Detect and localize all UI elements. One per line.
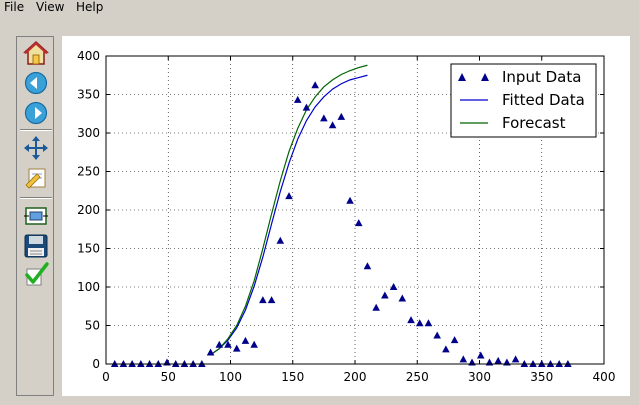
input-data-point xyxy=(267,296,276,304)
apply-button[interactable] xyxy=(23,261,49,287)
input-data-point xyxy=(407,316,415,324)
x-tick-label: 200 xyxy=(344,370,367,384)
apply-icon xyxy=(25,262,49,286)
back-button[interactable] xyxy=(23,70,49,96)
input-data-point xyxy=(206,348,215,356)
menu-file[interactable]: File xyxy=(4,0,25,14)
y-tick-label: 200 xyxy=(77,203,100,217)
figure-canvas: 0 50 100 150 200 250 300 350 400 0 50 100 150 200 250… xyxy=(62,36,630,396)
input-data-point xyxy=(259,296,267,304)
x-tick-label: 400 xyxy=(593,370,616,384)
input-data-point xyxy=(293,95,302,103)
navigation-toolbar xyxy=(16,36,54,396)
input-data-point xyxy=(337,112,346,120)
y-tick-label: 100 xyxy=(77,280,100,294)
home-icon xyxy=(23,40,49,65)
input-data-point xyxy=(389,283,398,290)
input-data-point xyxy=(398,294,407,302)
legend-fitted-label: Fitted Data xyxy=(502,91,585,109)
y-tick-label: 400 xyxy=(77,49,100,63)
x-axis-ticks: 0 50 100 150 200 250 300 350 400 xyxy=(102,56,615,384)
menu-view[interactable]: View xyxy=(36,0,65,14)
input-data-point xyxy=(372,303,380,311)
input-data-point xyxy=(346,196,354,204)
input-data-point xyxy=(232,344,241,352)
input-data-point xyxy=(320,114,328,122)
input-data-point xyxy=(276,236,285,244)
x-tick-label: 350 xyxy=(530,370,553,384)
input-data-point xyxy=(476,351,485,359)
toolbar-separator xyxy=(20,129,52,131)
input-data-point xyxy=(363,262,372,270)
home-button[interactable] xyxy=(23,40,49,66)
input-data-point xyxy=(424,319,433,327)
input-data-point xyxy=(328,121,337,129)
axes-frame xyxy=(105,55,605,365)
y-tick-label: 250 xyxy=(77,165,100,179)
save-button[interactable] xyxy=(23,233,49,259)
x-tick-label: 0 xyxy=(102,370,110,384)
y-tick-label: 0 xyxy=(92,357,100,371)
pan-button[interactable] xyxy=(23,135,49,161)
input-data-point xyxy=(433,331,441,339)
input-data-point xyxy=(215,340,224,348)
legend: Input Data Fitted Data Forecast xyxy=(450,63,597,138)
toolbar-separator xyxy=(20,197,52,199)
input-data-point xyxy=(442,345,450,353)
menu-bar: File View Help xyxy=(0,0,639,16)
back-icon xyxy=(24,71,48,95)
input-data-point xyxy=(285,192,293,200)
input-data-point xyxy=(459,355,468,363)
forward-icon xyxy=(24,101,48,125)
x-tick-label: 150 xyxy=(281,370,304,384)
legend-forecast-label: Forecast xyxy=(502,114,566,132)
x-tick-label: 100 xyxy=(219,370,242,384)
save-icon xyxy=(24,234,48,258)
x-tick-label: 300 xyxy=(468,370,491,384)
subplots-button[interactable] xyxy=(23,203,49,229)
input-data-point xyxy=(381,291,389,299)
plot-area: 0 50 100 150 200 250 300 350 400 0 50 100 150 200 250… xyxy=(77,49,615,384)
y-tick-label: 150 xyxy=(77,242,100,256)
x-tick-label: 50 xyxy=(161,370,176,384)
series xyxy=(110,64,572,367)
subplots-icon xyxy=(24,207,48,225)
y-axis-ticks: 0 50 100 150 200 250 300 350 400 xyxy=(77,49,604,371)
pan-icon xyxy=(24,136,48,160)
zoom-button[interactable] xyxy=(23,165,49,191)
input-data-point xyxy=(415,319,424,327)
y-tick-label: 50 xyxy=(85,319,100,333)
input-data-point xyxy=(224,340,232,348)
menu-help[interactable]: Help xyxy=(76,0,104,14)
grid xyxy=(106,56,604,364)
forward-button[interactable] xyxy=(23,100,49,126)
forecast-line xyxy=(210,64,368,356)
y-tick-label: 350 xyxy=(77,88,100,102)
input-data-point xyxy=(250,340,258,348)
y-tick-label: 300 xyxy=(77,126,100,140)
input-data-point xyxy=(311,81,319,89)
input-data-point xyxy=(511,355,520,363)
legend-input-label: Input Data xyxy=(502,68,581,86)
legend-input-marker-2 xyxy=(481,73,489,81)
input-data-point xyxy=(450,336,459,344)
input-data-point xyxy=(494,356,502,364)
fitted-data-line xyxy=(210,74,368,356)
input-data-point xyxy=(302,103,311,111)
x-tick-label: 250 xyxy=(406,370,429,384)
legend-input-marker-1 xyxy=(458,73,466,81)
input-data-point xyxy=(354,219,363,227)
zoom-icon xyxy=(25,168,46,189)
input-data-point xyxy=(241,336,250,344)
